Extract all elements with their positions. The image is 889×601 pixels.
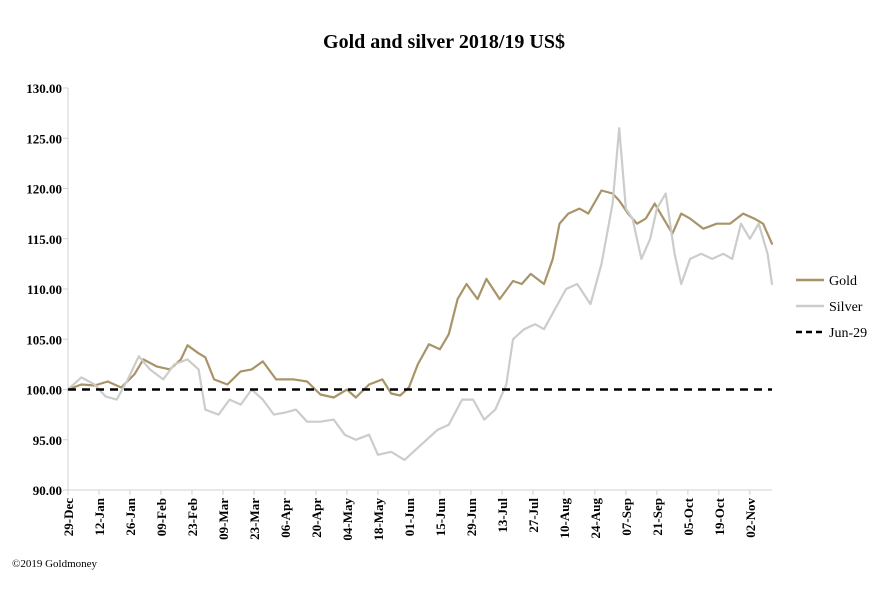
y-tick-label: 105.00 bbox=[26, 332, 62, 347]
legend: Gold Silver Jun-29 bbox=[796, 274, 867, 341]
x-tick-label: 12-Jan bbox=[92, 497, 107, 535]
y-tick-label: 120.00 bbox=[26, 182, 62, 197]
y-tick-label: 125.00 bbox=[26, 131, 62, 146]
x-tick-label: 07-Sep bbox=[619, 498, 634, 536]
x-tick-label: 18-May bbox=[371, 498, 386, 541]
y-tick-label: 95.00 bbox=[33, 433, 62, 448]
legend-label: Jun-29 bbox=[829, 326, 867, 341]
series-line-gold bbox=[66, 189, 774, 399]
x-tick-label: 21-Sep bbox=[650, 498, 665, 536]
x-tick-label: 23-Feb bbox=[185, 498, 200, 536]
x-tick-label: 05-Oct bbox=[681, 497, 696, 535]
legend-label: Gold bbox=[829, 274, 857, 289]
x-tick-label: 24-Aug bbox=[588, 498, 603, 539]
y-tick-label: 90.00 bbox=[33, 483, 62, 498]
x-tick-label: 26-Jan bbox=[123, 497, 138, 535]
y-axis: 90.00 95.00 100.00 105.00 110.00 115.00 120.00… bbox=[26, 81, 69, 498]
x-tick-label: 19-Oct bbox=[712, 497, 727, 535]
x-tick-label: 09-Feb bbox=[154, 498, 169, 536]
y-tick-label: 115.00 bbox=[27, 232, 62, 247]
x-tick-label: 13-Jul bbox=[495, 498, 510, 533]
y-tick-label: 100.00 bbox=[26, 383, 62, 398]
x-tick-label: 23-Mar bbox=[247, 498, 262, 540]
y-tick-label: 110.00 bbox=[27, 282, 62, 297]
x-tick-label: 27-Jul bbox=[526, 498, 541, 533]
x-tick-label: 06-Apr bbox=[278, 498, 293, 538]
x-tick-label: 02-Nov bbox=[743, 498, 758, 538]
legend-label: Silver bbox=[829, 300, 863, 315]
x-tick-label: 01-Jun bbox=[402, 497, 417, 536]
x-tick-label: 29-Jun bbox=[464, 497, 479, 536]
x-tick-label: 09-Mar bbox=[216, 498, 231, 540]
x-axis: 29-Dec 12-Jan 26-Jan 09-Feb 23-Feb 09-Mar 23-M… bbox=[61, 489, 772, 541]
series-line-silver bbox=[66, 127, 774, 461]
x-tick-label: 04-May bbox=[340, 498, 355, 541]
copyright-footer: ©2019 Goldmoney bbox=[12, 558, 98, 570]
chart-title: Gold and silver 2018/19 US$ bbox=[323, 31, 565, 53]
y-tick-label: 130.00 bbox=[26, 81, 62, 96]
x-tick-label: 20-Apr bbox=[309, 498, 324, 538]
x-tick-label: 29-Dec bbox=[61, 498, 76, 536]
x-tick-label: 15-Jun bbox=[433, 497, 448, 536]
x-tick-label: 10-Aug bbox=[557, 498, 572, 539]
plot-area bbox=[66, 127, 774, 461]
